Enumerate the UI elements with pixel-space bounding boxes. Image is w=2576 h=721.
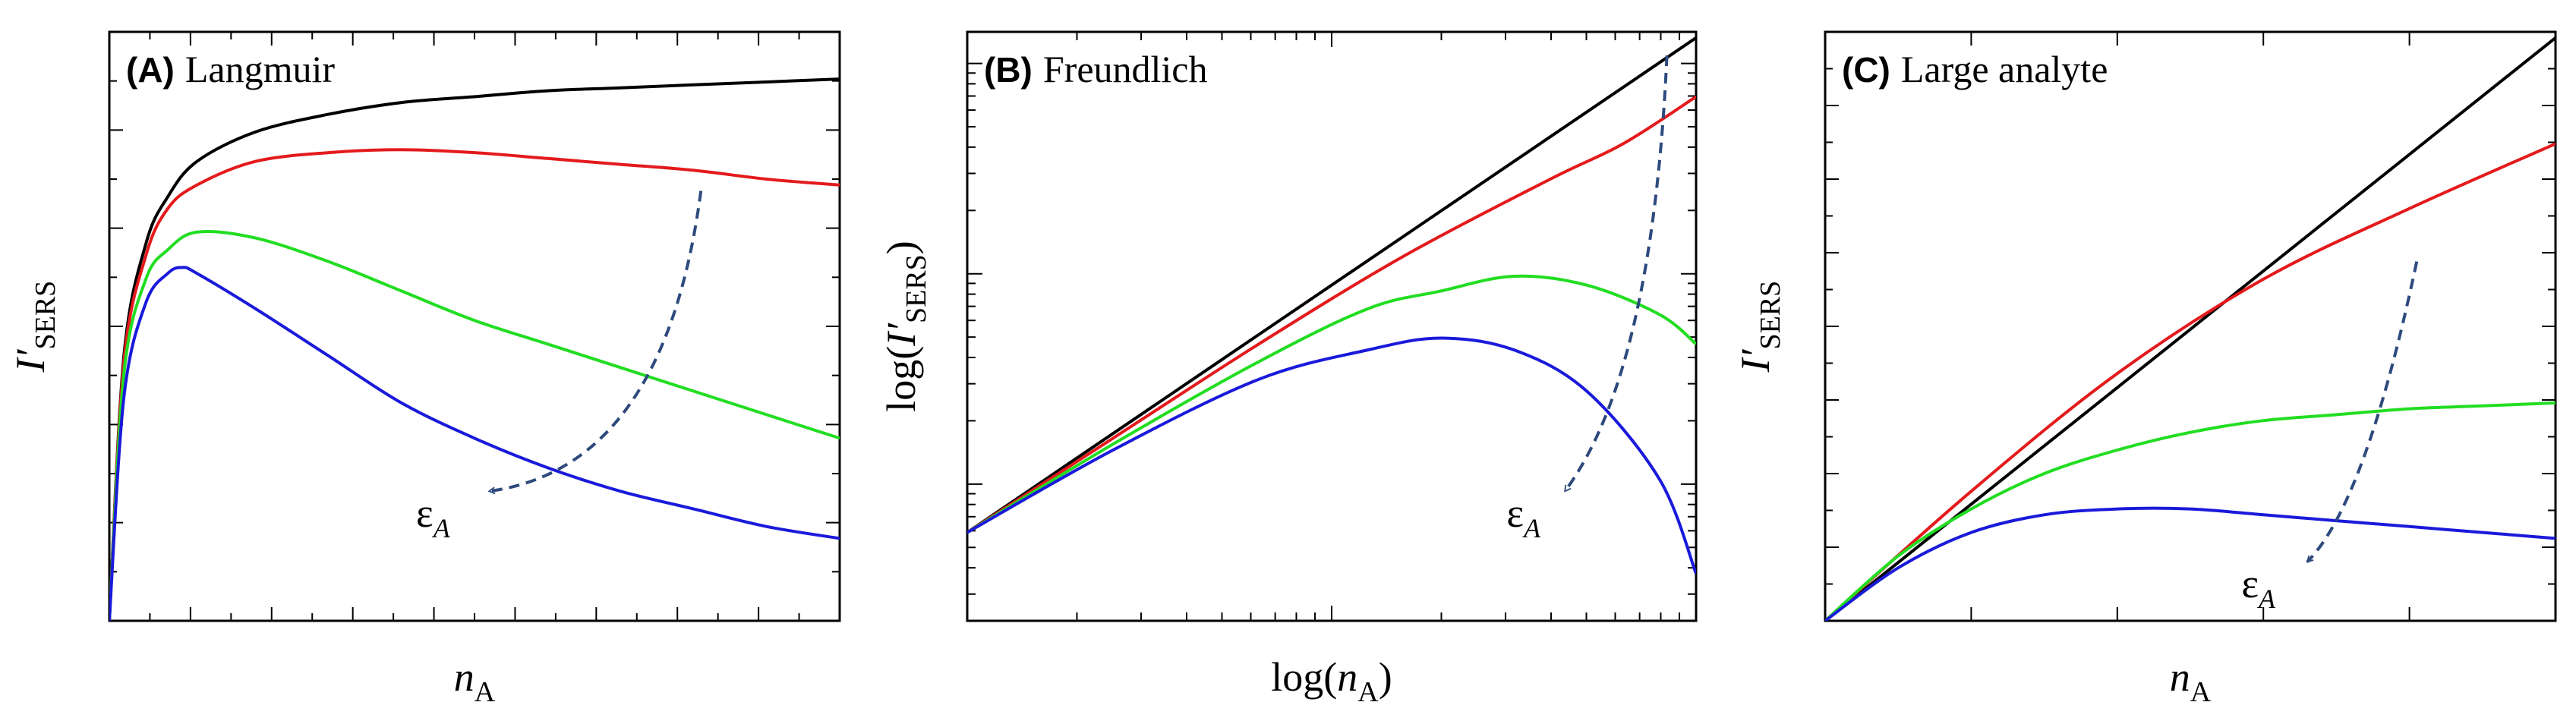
- series-line-1: [967, 36, 1696, 534]
- x-axis-label: log(nA): [1271, 654, 1392, 708]
- series-line-3: [109, 230, 840, 621]
- y-axis-label: I′SERS: [1733, 281, 1786, 373]
- plot-frame: [966, 30, 1698, 622]
- panel-letter: (C): [1842, 50, 1890, 90]
- series-line-4: [967, 336, 1696, 575]
- axis-ticks: [1825, 32, 2556, 621]
- panel-B: εA (B) Freundlich log(nA) log(I′SERS): [878, 30, 1698, 708]
- series-line-2: [109, 148, 840, 621]
- series-line-1: [1825, 36, 2556, 621]
- axis-ticks: [967, 32, 1696, 621]
- series-line-2: [967, 95, 1696, 534]
- y-axis-label: I′SERS: [8, 281, 61, 373]
- x-axis-label: nA: [454, 654, 496, 708]
- series-line-2: [1825, 142, 2556, 621]
- panel-name: Langmuir: [185, 48, 336, 90]
- y-axis-label: log(I′SERS): [878, 241, 932, 412]
- panel-letter: (B): [984, 50, 1033, 90]
- epsilon-label: εA: [2241, 561, 2276, 614]
- panel-letter: (A): [126, 50, 175, 90]
- axis-ticks: [109, 32, 840, 621]
- epsilon-arrow: [489, 190, 703, 492]
- panel-A: εA (A) Langmuir nA I′SERS: [8, 30, 841, 708]
- panel-title: (B) Freundlich: [984, 48, 1208, 90]
- series-group: [109, 77, 840, 621]
- series-line-3: [967, 274, 1696, 534]
- series-group: [1825, 36, 2556, 621]
- panel-title: (A) Langmuir: [126, 48, 335, 90]
- epsilon-arrow: [1563, 55, 1669, 491]
- x-axis-label: nA: [2170, 654, 2212, 708]
- series-line-3: [1825, 401, 2556, 621]
- panel-name: Freundlich: [1043, 48, 1208, 90]
- epsilon-arrow: [2306, 261, 2419, 563]
- series-line-4: [1825, 506, 2556, 621]
- epsilon-label: εA: [416, 490, 451, 543]
- plot-frame: [108, 30, 841, 622]
- series-group: [967, 36, 1696, 575]
- series-line-4: [109, 266, 840, 621]
- panel-name: Large analyte: [1901, 48, 2108, 90]
- series-line-1: [109, 77, 840, 621]
- panel-C: εA (C) Large analyte nA I′SERS: [1733, 30, 2557, 708]
- epsilon-label: εA: [1506, 490, 1541, 543]
- panel-title: (C) Large analyte: [1842, 48, 2108, 90]
